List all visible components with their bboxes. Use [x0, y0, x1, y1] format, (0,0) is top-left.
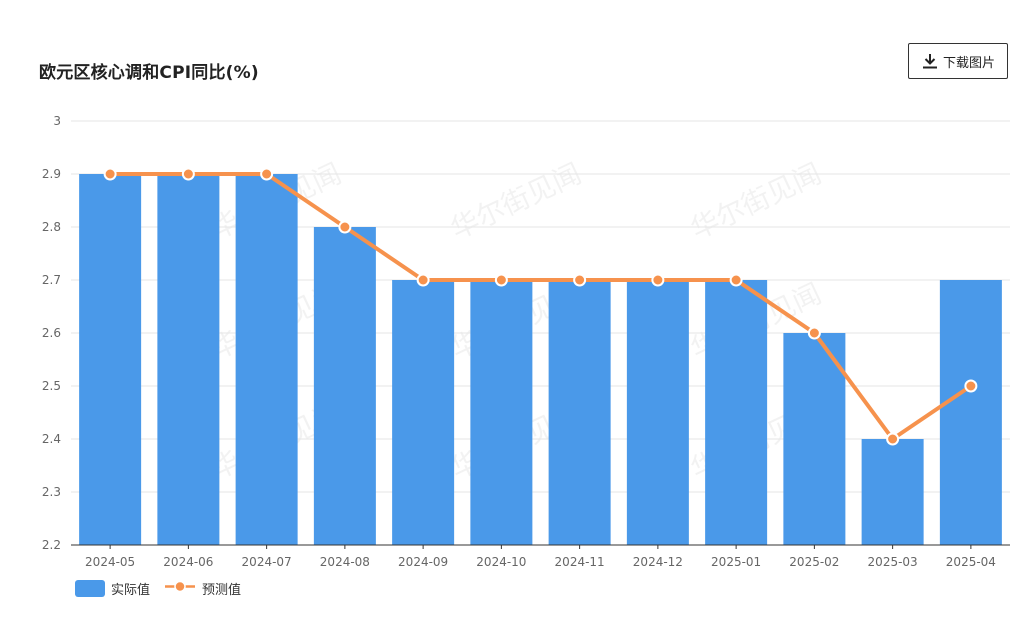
- y-tick-label: 2.5: [42, 379, 61, 393]
- watermark-text: 华尔街见闻: [686, 157, 827, 246]
- legend-swatch-line: [164, 578, 196, 599]
- x-tick-label: 2025-01: [711, 555, 761, 569]
- x-tick-label: 2024-10: [476, 555, 526, 569]
- x-tick-label: 2025-03: [868, 555, 918, 569]
- x-tick-label: 2024-07: [242, 555, 292, 569]
- y-tick-label: 2.8: [42, 220, 61, 234]
- forecast-point-2024-08: [338, 220, 352, 234]
- forecast-point-2024-06: [181, 167, 195, 181]
- y-tick-label: 3: [53, 114, 61, 128]
- forecast-point-2024-09: [416, 273, 430, 287]
- x-tick-label: 2024-12: [633, 555, 683, 569]
- forecast-point-2024-11: [573, 273, 587, 287]
- x-tick-label: 2024-09: [398, 555, 448, 569]
- x-tick-label: 2024-05: [85, 555, 135, 569]
- bar-actual-2024-08: [313, 227, 376, 545]
- x-tick-label: 2025-04: [946, 555, 996, 569]
- forecast-line: [108, 172, 973, 441]
- x-tick-label: 2024-08: [320, 555, 370, 569]
- forecast-point-2025-04: [964, 379, 978, 393]
- bar-actual-2024-09: [392, 280, 455, 545]
- download-icon: [921, 52, 939, 70]
- legend-item-actual[interactable]: 实际值: [75, 579, 150, 598]
- legend-label-actual: 实际值: [111, 583, 151, 598]
- forecast-point-2024-12: [651, 273, 665, 287]
- y-tick-label: 2.2: [42, 538, 61, 552]
- bar-actual-2024-07: [235, 174, 298, 545]
- x-tick-label: 2024-11: [555, 555, 605, 569]
- forecast-point-2024-10: [494, 273, 508, 287]
- forecast-point-2024-07: [260, 167, 274, 181]
- y-tick-label: 2.9: [42, 167, 61, 181]
- bar-actual-2024-05: [79, 174, 142, 545]
- legend: 实际值 预测值: [75, 578, 241, 599]
- legend-item-forecast[interactable]: 预测值: [164, 578, 241, 599]
- download-label: 下载图片: [942, 55, 995, 71]
- forecast-point-2025-03: [886, 432, 900, 446]
- bar-actual-2024-11: [548, 280, 611, 545]
- y-tick-label: 2.3: [42, 485, 61, 499]
- forecast-point-2024-05: [103, 167, 117, 181]
- y-tick-label: 2.6: [42, 326, 61, 340]
- x-tick-label: 2024-06: [163, 555, 213, 569]
- download-image-button[interactable]: 下载图片: [908, 43, 1008, 79]
- bar-actual-2024-12: [626, 280, 689, 545]
- bar-actual-2025-03: [861, 439, 924, 545]
- y-tick-label: 2.4: [42, 432, 61, 446]
- bar-actual-2025-02: [783, 333, 846, 545]
- legend-swatch-bar: [75, 580, 105, 597]
- bar-actual-2024-06: [157, 174, 220, 545]
- bar-actual-2024-10: [470, 280, 533, 545]
- bar-actual-2025-01: [705, 280, 768, 545]
- bar-actual-2025-04: [939, 280, 1002, 545]
- forecast-point-2025-02: [807, 326, 821, 340]
- chart-title: 欧元区核心调和CPI同比(%): [39, 63, 259, 83]
- forecast-point-2025-01: [729, 273, 743, 287]
- watermark-text: 华尔街见闻: [446, 157, 587, 246]
- legend-label-forecast: 预测值: [202, 583, 242, 598]
- y-tick-label: 2.7: [42, 273, 61, 287]
- x-tick-label: 2025-02: [789, 555, 839, 569]
